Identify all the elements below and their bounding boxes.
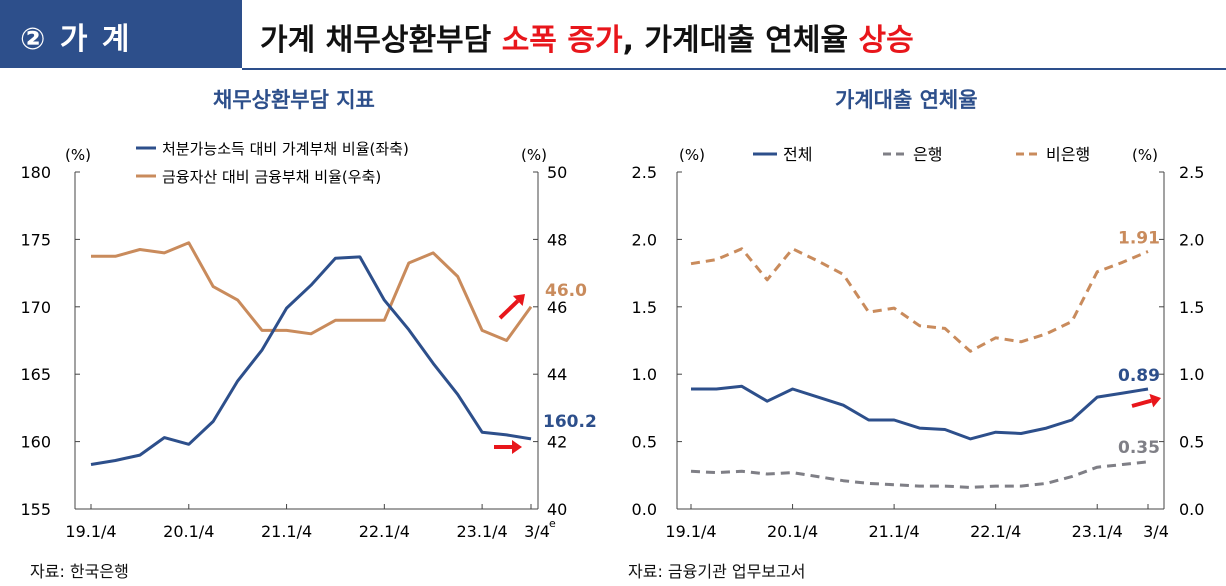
left-unit-label: (%) — [65, 146, 91, 164]
end-label-total: 0.89 — [1118, 366, 1160, 386]
x-tick-label: 19.1/4 — [665, 522, 716, 541]
end-label-income-ratio: 160.2 — [543, 412, 597, 432]
left-y-tick-label: 0.0 — [632, 500, 657, 519]
series-line-total — [691, 384, 1149, 441]
right-y-tick-label: 0.5 — [1179, 433, 1204, 452]
right-unit-label: (%) — [521, 146, 547, 164]
arrow-total-head — [1149, 393, 1161, 408]
arrow-asset-ratio-shaft — [498, 299, 520, 320]
series-line-bank — [690, 460, 1149, 489]
delinquency-chart: 0.0 0.0 0.5 0.5 1.0 1.0 1.5 1.5 2.0 2.0 2.5 2.5 (%) (… — [632, 145, 1205, 541]
left-y-tick-label: 0.5 — [632, 433, 657, 452]
arrow-asset-ratio-head — [512, 294, 525, 306]
right-y-tick-label: 0.0 — [1179, 500, 1204, 519]
right-y-tick-label: 50 — [547, 163, 567, 182]
end-label-bank: 0.35 — [1118, 438, 1160, 458]
legend-label-asset-ratio: 금융자산 대비 금융부채 비율(우축) — [162, 168, 381, 186]
series-line-income-ratio — [90, 255, 532, 466]
x-tick-label: 22.1/4 — [970, 522, 1021, 541]
right-y-tick-label: 44 — [547, 365, 567, 384]
left-y-tick-label: 2.5 — [632, 163, 657, 182]
x-tick-label: 21.1/4 — [869, 522, 920, 541]
right-chart-title: 가계대출 연체율 — [835, 88, 978, 112]
header-rule — [242, 68, 1226, 70]
left-y-tick-label: 1.0 — [632, 365, 657, 384]
left-chart-title: 채무상환부담 지표 — [213, 88, 375, 112]
legend-label-total: 전체 — [783, 145, 812, 164]
arrow-income-ratio-head — [512, 440, 522, 454]
right-y-tick-label: 48 — [547, 230, 567, 249]
headline-part-1: 가계 채무상환부담 — [260, 23, 502, 58]
right-y-tick-label: 42 — [547, 433, 567, 452]
right-y-tick-label: 46 — [547, 298, 567, 317]
section-label: ② 가 계 — [20, 22, 132, 57]
legend-label-nonbank: 비은행 — [1046, 145, 1090, 164]
left-y-tick-label: 175 — [20, 230, 51, 249]
left-y-tick-label: 180 — [20, 163, 51, 182]
left-y-tick-label: 155 — [20, 500, 51, 519]
x-tick-label: 3/4 — [1143, 522, 1169, 541]
left-y-tick-label: 2.0 — [632, 230, 657, 249]
x-tick-label: 19.1/4 — [65, 522, 116, 541]
left-y-tick-label: 160 — [20, 433, 51, 452]
right-y-tick-label: 2.0 — [1179, 230, 1204, 249]
right-source-note: 자료: 금융기관 업무보고서 — [628, 562, 806, 581]
x-tick-label: 23.1/4 — [1072, 522, 1123, 541]
x-tick-label: 21.1/4 — [261, 522, 312, 541]
x-tick-label: 20.1/4 — [767, 522, 818, 541]
x-tick-label: 22.1/4 — [359, 522, 410, 541]
legend-label-income-ratio: 처분가능소득 대비 가계부채 비율(좌축) — [162, 140, 409, 158]
headline-highlight-2: 상승 — [858, 23, 914, 58]
right-y-tick-label: 1.0 — [1179, 365, 1204, 384]
page-header: ② 가 계 가계 채무상환부담 소폭 증가, 가계대출 연체율 상승 — [0, 0, 1226, 70]
x-estimate-note: e — [549, 517, 556, 530]
right-y-tick-label: 2.5 — [1179, 163, 1204, 182]
x-tick-label: 3/4 — [524, 522, 550, 541]
left-y-tick-label: 170 — [20, 298, 51, 317]
right-unit-label: (%) — [1132, 146, 1158, 164]
legend-label-bank: 은행 — [913, 145, 942, 164]
headline-part-2: , 가계대출 연체율 — [622, 23, 859, 58]
series-line-asset-ratio — [91, 241, 533, 342]
x-tick-label: 23.1/4 — [457, 522, 508, 541]
left-unit-label: (%) — [679, 146, 705, 164]
headline-highlight-1: 소폭 증가 — [501, 23, 623, 58]
x-tick-label: 20.1/4 — [163, 522, 214, 541]
headline: 가계 채무상환부담 소폭 증가, 가계대출 연체율 상승 — [260, 15, 914, 59]
end-label-nonbank: 1.91 — [1118, 229, 1160, 249]
arrow-total-shaft — [1131, 398, 1152, 408]
left-source-note: 자료: 한국은행 — [30, 562, 129, 581]
left-y-tick-label: 1.5 — [632, 298, 657, 317]
left-y-tick-label: 165 — [20, 365, 51, 384]
series-line-nonbank — [690, 247, 1149, 353]
right-y-tick-label: 40 — [547, 500, 567, 519]
section-badge: ② 가 계 — [0, 0, 242, 68]
end-label-asset-ratio: 46.0 — [545, 281, 587, 301]
right-y-tick-label: 1.5 — [1179, 298, 1204, 317]
